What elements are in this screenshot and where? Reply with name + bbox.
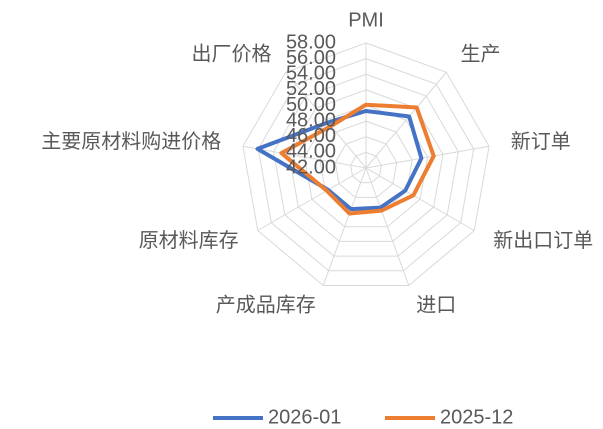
category-label: 新订单	[511, 130, 571, 153]
category-label: 主要原材料购进价格	[41, 130, 221, 153]
y-tick-label: 48.00	[286, 109, 336, 131]
legend-label: 2026-01	[268, 406, 341, 428]
y-tick-label: 46.00	[286, 125, 336, 147]
grid-ring	[273, 73, 459, 257]
grid-ring	[242, 42, 490, 286]
category-label: 原材料库存	[139, 229, 239, 252]
y-tick-label: 44.00	[286, 141, 336, 163]
spoke	[242, 145, 367, 169]
series-line	[255, 108, 424, 212]
category-label: 新出口订单	[493, 229, 593, 252]
category-label: PMI	[348, 9, 384, 31]
series-line	[279, 102, 436, 216]
category-label: 进口	[416, 293, 456, 316]
spoke	[257, 167, 367, 231]
y-tick-label: 56.00	[286, 47, 336, 69]
spoke	[365, 167, 475, 231]
grid-ring	[334, 136, 398, 198]
spoke	[365, 145, 490, 169]
grid-ring	[257, 58, 475, 272]
grid-ring	[350, 151, 382, 184]
y-tick-label: 50.00	[286, 94, 336, 116]
legend-label: 2025-12	[440, 406, 513, 428]
category-label: 出厂价格	[192, 43, 272, 66]
y-tick-label: 52.00	[286, 78, 336, 100]
y-tick-label: 42.00	[286, 156, 336, 178]
y-tick-label: 58.00	[286, 31, 336, 53]
spoke	[285, 71, 367, 169]
spoke	[322, 167, 367, 286]
spoke	[365, 71, 447, 169]
spoke	[365, 167, 410, 286]
category-label: 产成品库存	[216, 293, 316, 316]
category-label: 生产	[460, 43, 500, 66]
y-tick-label: 54.00	[286, 63, 336, 85]
